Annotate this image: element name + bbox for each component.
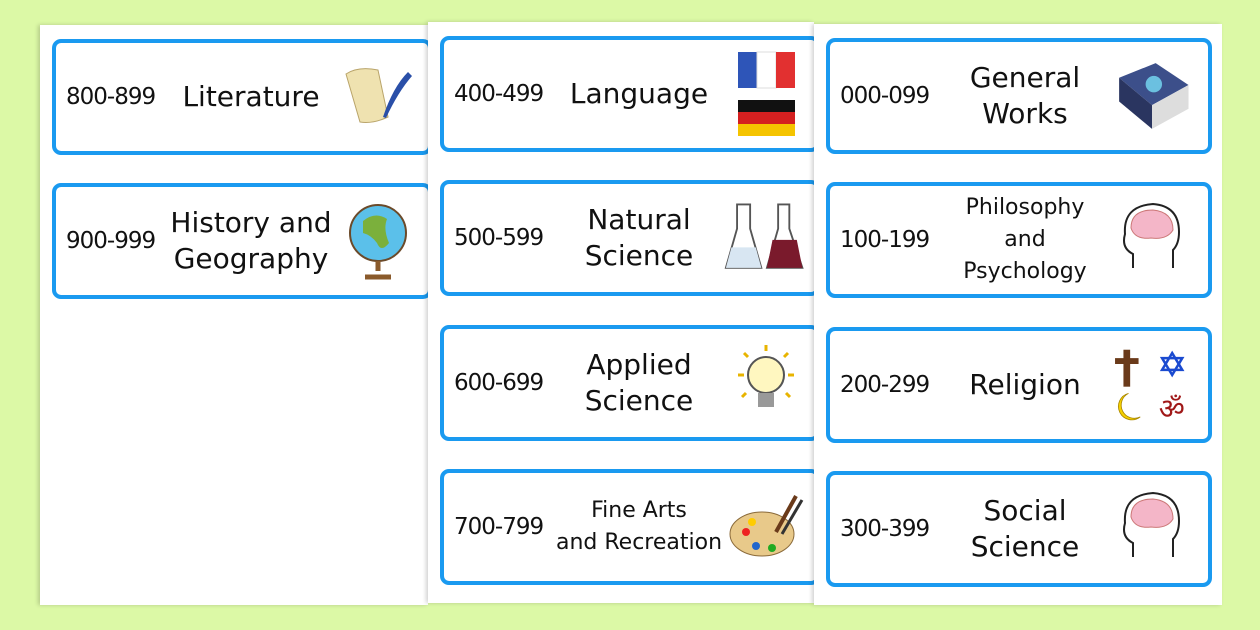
class-range: 800-899	[66, 84, 156, 110]
class-name-line: Philosophy	[965, 195, 1085, 221]
flasks-icon	[724, 193, 808, 283]
class-range: 700-799	[454, 514, 544, 540]
class-range: 400-499	[454, 81, 544, 107]
class-range: 300-399	[840, 516, 930, 542]
class-name-line: Language	[569, 76, 709, 110]
class-name-line: Applied	[586, 347, 692, 381]
religious-symbols-icon: ॐ	[1110, 340, 1194, 430]
class-name-line: History and	[170, 205, 332, 239]
lightbulb-icon	[724, 338, 808, 428]
palette-icon	[724, 482, 808, 572]
class-name-line: Science	[970, 530, 1080, 563]
brain-head-icon	[1110, 195, 1194, 285]
page-3: 000-099 General Works 100-199 Philosophy and …	[814, 24, 1222, 605]
class-name-line: and Psychology	[963, 227, 1087, 284]
class-name-line: Religion	[969, 367, 1081, 401]
class-range: 600-699	[454, 370, 544, 396]
class-name-line: Works	[982, 97, 1068, 130]
class-name-line: Science	[584, 239, 694, 272]
dewey-label-card: 000-099 General Works	[826, 38, 1212, 154]
class-name: Natural Science	[554, 202, 724, 275]
class-name: Religion	[940, 367, 1110, 403]
class-name-line: Literature	[182, 79, 320, 113]
globe-icon	[336, 196, 420, 286]
class-name-line: Science	[584, 384, 694, 417]
class-name-line: and Recreation	[555, 530, 723, 555]
dewey-label-card: 900-999 History and Geography	[52, 183, 428, 299]
dewey-label-card: 200-299 Religion ॐ	[826, 327, 1212, 443]
class-range: 000-099	[840, 83, 930, 109]
class-name: Fine Arts and Recreation	[554, 495, 724, 559]
dewey-label-card: 300-399 Social Science	[826, 471, 1212, 587]
atlas-book-icon	[1110, 51, 1194, 141]
class-name-line: Fine Arts	[591, 498, 687, 524]
class-name-line: General	[969, 60, 1081, 94]
dewey-label-card: 100-199 Philosophy and Psychology	[826, 182, 1212, 298]
class-name: Philosophy and Psychology	[940, 192, 1110, 288]
dewey-label-card: 600-699 Applied Science	[440, 325, 814, 441]
class-name: Literature	[166, 79, 336, 115]
class-range: 100-199	[840, 227, 930, 253]
class-name: History and Geography	[166, 205, 336, 278]
flags-icon	[724, 49, 808, 139]
class-range: 200-299	[840, 372, 930, 398]
class-name: Social Science	[940, 493, 1110, 566]
dewey-label-card: 500-599 Natural Science	[440, 180, 814, 296]
svg-text:ॐ: ॐ	[1159, 392, 1185, 426]
class-range: 500-599	[454, 225, 544, 251]
dewey-label-card: 400-499 Language	[440, 36, 814, 152]
brain-head-icon	[1110, 484, 1194, 574]
class-name: Language	[554, 76, 724, 112]
class-name: General Works	[940, 60, 1110, 133]
page-2: 400-499 Language 500-599 Natural Science 600-…	[428, 22, 814, 603]
dewey-label-card: 800-899 Literature	[52, 39, 428, 155]
scroll-quill-icon	[336, 52, 420, 142]
class-name-line: Natural	[587, 202, 691, 236]
class-name-line: Social	[983, 493, 1067, 527]
class-name: Applied Science	[554, 347, 724, 420]
dewey-label-card: 700-799 Fine Arts and Recreation	[440, 469, 814, 585]
class-name-line: Geography	[173, 242, 329, 275]
page-1: 800-899 Literature 900-999 History and Geogr…	[40, 25, 428, 605]
class-range: 900-999	[66, 228, 156, 254]
